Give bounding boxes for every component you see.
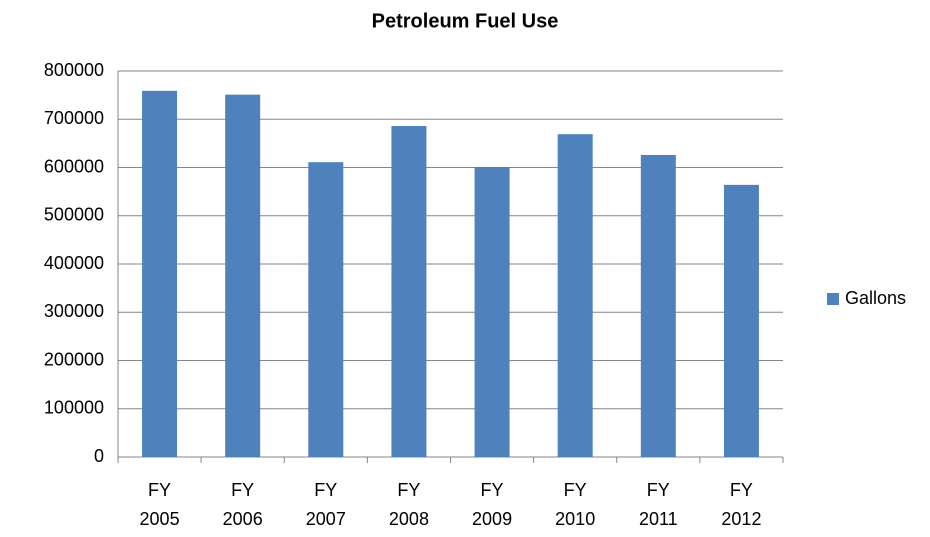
bar bbox=[640, 154, 676, 457]
y-tick-label: 600000 bbox=[44, 156, 104, 176]
x-tick-label: FY 2006 bbox=[222, 480, 263, 529]
x-tick-label: FY 2009 bbox=[472, 480, 513, 529]
y-tick-label: 100000 bbox=[44, 398, 104, 418]
x-tick-label: FY 2012 bbox=[721, 480, 762, 529]
y-tick-label: 800000 bbox=[44, 60, 104, 80]
chart-title: Petroleum Fuel Use bbox=[372, 10, 559, 32]
y-tick-label: 500000 bbox=[44, 205, 104, 225]
bar bbox=[474, 167, 510, 457]
y-tick-label: 400000 bbox=[44, 253, 104, 273]
y-tick-label: 300000 bbox=[44, 301, 104, 321]
bar bbox=[225, 94, 261, 457]
bar bbox=[142, 90, 178, 457]
y-tick-label: 200000 bbox=[44, 349, 104, 369]
bar bbox=[723, 184, 759, 457]
y-tick-label: 0 bbox=[94, 446, 104, 466]
legend-label: Gallons bbox=[845, 288, 906, 308]
x-tick-label: FY 2005 bbox=[139, 480, 180, 529]
legend-swatch bbox=[827, 293, 839, 305]
x-tick-label: FY 2007 bbox=[305, 480, 346, 529]
x-tick-label: FY 2011 bbox=[638, 480, 678, 529]
x-tick-label: FY 2010 bbox=[555, 480, 596, 529]
y-tick-label: 700000 bbox=[44, 108, 104, 128]
bar bbox=[308, 162, 344, 457]
bar bbox=[391, 126, 427, 457]
x-tick-label: FY 2008 bbox=[388, 480, 429, 529]
bar bbox=[557, 134, 593, 457]
